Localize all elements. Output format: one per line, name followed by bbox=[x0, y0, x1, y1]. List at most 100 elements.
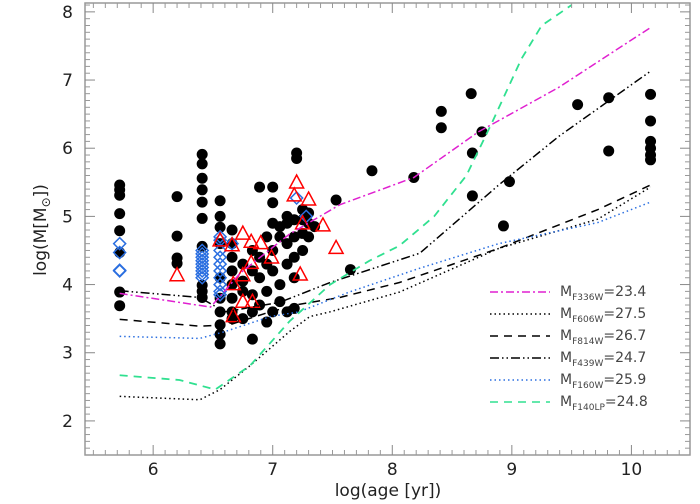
diamond-point bbox=[195, 246, 210, 261]
circle-point bbox=[572, 99, 584, 111]
diamond-point bbox=[213, 284, 228, 299]
triangle-point bbox=[244, 292, 261, 309]
circle-point bbox=[171, 257, 183, 269]
circle-point bbox=[114, 208, 126, 220]
diamond-point bbox=[213, 287, 228, 302]
circle-point bbox=[344, 264, 356, 276]
legend-label-main: M bbox=[560, 306, 572, 322]
legend-label-value: =26.7 bbox=[603, 328, 646, 344]
circle-point bbox=[246, 306, 258, 318]
circle-point bbox=[196, 148, 208, 160]
circle-point bbox=[645, 115, 657, 127]
triangle-point bbox=[327, 238, 345, 255]
series-line-f606w bbox=[119, 186, 651, 401]
x-axis-title: log(age [yr]) bbox=[335, 481, 442, 500]
diamond-point bbox=[213, 270, 228, 285]
circle-point bbox=[267, 181, 279, 193]
diamond-point bbox=[195, 253, 210, 268]
diamond-point bbox=[225, 236, 240, 251]
triangle-point bbox=[252, 234, 270, 250]
diamond-point bbox=[195, 260, 210, 275]
circle-point bbox=[254, 181, 266, 193]
diamond-point bbox=[213, 263, 228, 278]
diamond-point bbox=[213, 257, 228, 272]
circle-point bbox=[274, 296, 286, 308]
diamond-point bbox=[213, 277, 228, 292]
legend-label-value: =25.9 bbox=[603, 372, 646, 388]
circle-point bbox=[274, 279, 286, 291]
triangle-point bbox=[168, 266, 186, 282]
circle-point bbox=[196, 212, 208, 224]
triangle-point bbox=[263, 248, 280, 264]
diamond-point bbox=[213, 229, 228, 244]
circle-point bbox=[196, 184, 208, 196]
circle-point bbox=[114, 286, 126, 298]
triangle-point bbox=[300, 190, 317, 206]
legend-label: MF336W=23.4 bbox=[560, 284, 646, 303]
y-tick-label: 3 bbox=[62, 344, 73, 364]
circle-point bbox=[196, 158, 208, 170]
legend-label-value: =24.7 bbox=[603, 350, 646, 366]
triangle-point bbox=[288, 173, 305, 189]
diamond-point bbox=[213, 250, 228, 265]
model-curves bbox=[119, 4, 651, 401]
circle-point bbox=[196, 240, 208, 252]
circle-point bbox=[465, 88, 477, 100]
circle-point bbox=[603, 92, 615, 104]
circle-point bbox=[171, 191, 183, 203]
series-line-f336w bbox=[119, 26, 651, 308]
circle-point bbox=[297, 244, 309, 256]
y-tick-label: 8 bbox=[62, 3, 73, 23]
circle-point bbox=[281, 258, 293, 270]
y-tick-label: 5 bbox=[62, 207, 73, 227]
axis-ticks: 6 7 8 9 10 2 3 4 5 6 7 8 bbox=[62, 3, 690, 480]
triangle-point bbox=[223, 236, 241, 252]
diamond-point bbox=[112, 245, 127, 260]
circle-point bbox=[497, 220, 509, 232]
circle-point bbox=[645, 88, 657, 100]
triangle-point bbox=[285, 186, 303, 202]
legend-label-subscript: F336W bbox=[572, 293, 603, 303]
circle-point bbox=[196, 196, 208, 208]
circle-point bbox=[645, 154, 657, 166]
circle-point bbox=[435, 105, 447, 117]
triangle-point bbox=[225, 274, 242, 291]
series-line-f140lp bbox=[119, 4, 573, 391]
legend-label-value: =23.4 bbox=[603, 284, 646, 300]
triangle-point bbox=[225, 307, 242, 323]
circle-point bbox=[254, 272, 266, 284]
diamond-point bbox=[213, 243, 228, 258]
circle-point bbox=[303, 231, 315, 243]
diamond-point bbox=[195, 257, 210, 272]
legend-label-main: M bbox=[560, 284, 572, 300]
diamond-point bbox=[112, 263, 127, 278]
circle-point bbox=[261, 285, 273, 297]
circle-point bbox=[435, 122, 447, 134]
diamond-point bbox=[195, 267, 210, 282]
legend-label-value: =24.8 bbox=[605, 394, 648, 410]
circle-point bbox=[267, 265, 279, 277]
legend-label-main: M bbox=[560, 372, 572, 388]
circle-point bbox=[288, 251, 300, 263]
circle-point bbox=[291, 152, 303, 164]
y-tick-label: 2 bbox=[62, 412, 73, 432]
y-tick-label: 4 bbox=[62, 276, 73, 296]
series-line-f814w bbox=[119, 184, 651, 327]
circle-point bbox=[288, 231, 300, 243]
y-axis-title: log(M[M⊙]) bbox=[31, 184, 53, 276]
circle-point bbox=[214, 210, 226, 222]
circle-point bbox=[503, 176, 515, 188]
diamond-point bbox=[195, 263, 210, 278]
circle-point bbox=[226, 251, 238, 263]
circle-point bbox=[214, 328, 226, 340]
circle-point bbox=[274, 231, 286, 243]
legend-label-subscript: F160W bbox=[572, 381, 603, 391]
x-tick-label: 8 bbox=[387, 460, 398, 480]
circle-point bbox=[214, 195, 226, 207]
triangle-point bbox=[211, 231, 229, 247]
legend-label: MF140LP=24.8 bbox=[560, 394, 648, 413]
circle-point bbox=[288, 214, 300, 226]
triangle-point bbox=[234, 224, 252, 240]
circle-point bbox=[114, 225, 126, 237]
